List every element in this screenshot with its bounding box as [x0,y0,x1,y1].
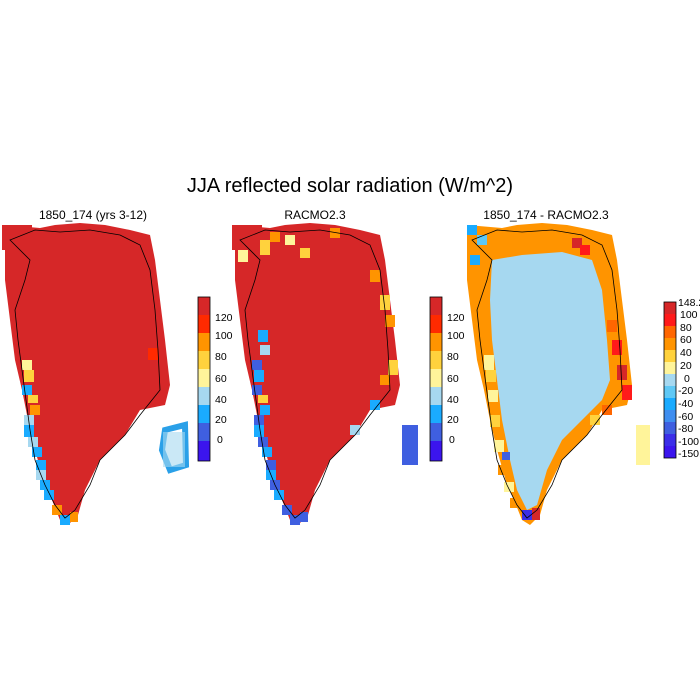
panel-1-coastline [9,229,161,519]
panel-2-cb-label-100: 100 [447,330,465,342]
panel-1-cb-label-60: 60 [215,373,227,385]
panel-2-cb-label-60: 60 [447,373,459,385]
panel-3-cb-label-80: 80 [680,322,692,334]
panel-1-cb-label-80: 80 [215,351,227,363]
panel-3-title: 1850_174 - RACMO2.3 [483,208,609,222]
panel-3-cb-label-m100: -100 [678,436,700,448]
panel-3-coast-colors [467,225,632,520]
panel-3-coastline [471,229,623,519]
panel-2-cb-label-80: 80 [447,351,459,363]
panel-1-cb-label-20: 20 [215,414,227,426]
figure-title: JJA reflected solar radiation (W/m^2) [186,175,514,197]
panel-1-cb-label-100: 100 [215,330,233,342]
panel-1-colorbar [197,296,211,462]
panel-3-cb-label-m80: -80 [678,423,694,435]
panel-2-cb-label-40: 40 [447,394,459,406]
panel-2-title: RACMO2.3 [284,208,346,222]
panel-3-cb-label-0: 0 [684,373,690,385]
panel-3-cb-label-40: 40 [680,347,692,359]
panel-3-greenland-land [467,223,650,525]
panel-3-cb-label-m60: -60 [678,411,694,423]
panel-2-colorbar [429,296,443,462]
panel-3-cb-label-m40: -40 [678,398,694,410]
panel-3-cb-label-100: 100 [680,309,698,321]
panel-3-cb-label-min: -150.1 [678,448,700,460]
panel-3-colorbar [663,301,677,459]
panel-1-title: 1850_174 (yrs 3-12) [38,208,148,222]
panel-1-cb-label-120: 120 [215,312,233,324]
panel-2-cb-label-20: 20 [447,414,459,426]
panel-1-map [2,223,190,525]
panel-3-map [467,223,650,525]
panel-2-cb-label-0: 0 [449,434,455,446]
panel-1-cb-label-0: 0 [217,434,223,446]
panel-3-cb-label-20: 20 [680,360,692,372]
panel-2-cb-label-120: 120 [447,312,465,324]
panel-2-coastline [239,229,391,519]
panel-3-cb-label-m20: -20 [678,385,694,397]
panel-2-map [232,223,418,525]
panel-3-cb-label-max: 148.2 [678,297,700,309]
panel-2-greenland-land [232,223,418,525]
panel-1-cb-label-40: 40 [215,394,227,406]
panel-3-cb-label-60: 60 [680,334,692,346]
